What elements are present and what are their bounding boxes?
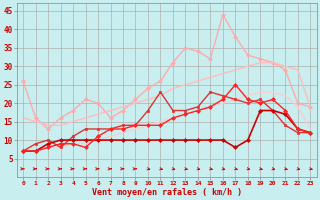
X-axis label: Vent moyen/en rafales ( km/h ): Vent moyen/en rafales ( km/h ) xyxy=(92,188,242,197)
